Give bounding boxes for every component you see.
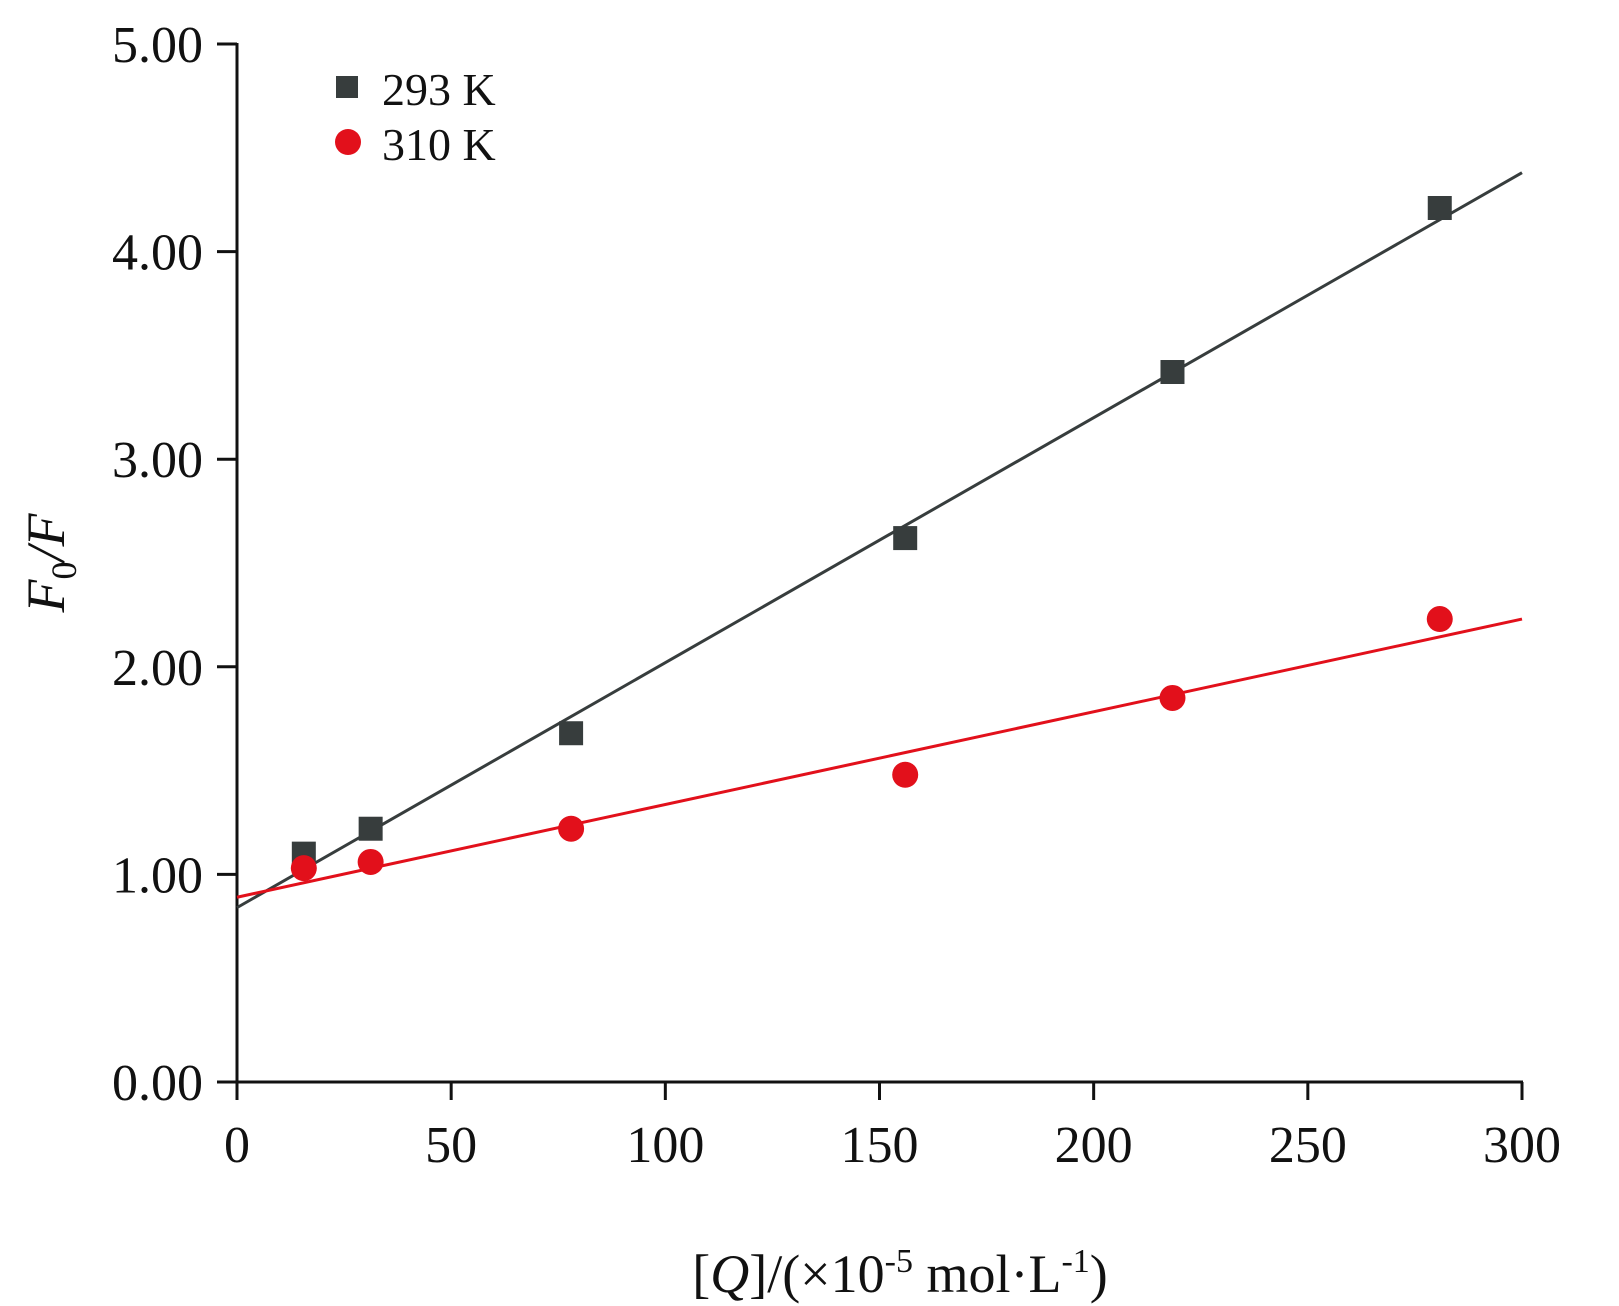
x-tick-label: 0 bbox=[224, 1117, 250, 1174]
fit-line-310k bbox=[236, 617, 1523, 899]
legend-label-293k: 293 K bbox=[382, 64, 496, 115]
point-293k bbox=[358, 816, 383, 841]
y-tick-label: 4.00 bbox=[112, 225, 203, 282]
axes: 0 50 100 150 200 250 300 0.00 1.00 2.00 3.00 4.00 5… bbox=[112, 17, 1561, 1174]
fit-lines bbox=[236, 171, 1523, 909]
point-293k bbox=[893, 526, 918, 551]
x-axis-title-mid2: mol·L bbox=[913, 1244, 1061, 1304]
y-axis-title-var: F bbox=[16, 579, 76, 614]
point-310k bbox=[1426, 606, 1453, 633]
point-310k bbox=[357, 848, 384, 875]
point-310k bbox=[892, 761, 919, 788]
point-310k bbox=[1159, 684, 1186, 711]
data-points bbox=[290, 196, 1453, 882]
y-tick-label: 0.00 bbox=[112, 1055, 203, 1112]
legend-marker-293k bbox=[336, 76, 358, 98]
x-axis-title-open: [ bbox=[692, 1244, 710, 1304]
x-axis-title-mid: ]/(×10 bbox=[749, 1244, 884, 1304]
x-axis-title: [Q]/(×10-5 mol·L-1) bbox=[692, 1243, 1108, 1304]
y-axis-title-rest: /F bbox=[16, 512, 76, 564]
y-tick-label: 1.00 bbox=[112, 847, 203, 904]
point-293k bbox=[1160, 360, 1185, 385]
point-293k bbox=[559, 721, 584, 746]
x-tick-label: 50 bbox=[425, 1117, 477, 1174]
y-axis-title-sub: 0 bbox=[44, 562, 84, 580]
point-310k bbox=[558, 815, 585, 842]
y-tick-label: 5.00 bbox=[112, 17, 203, 74]
y-tick-label: 2.00 bbox=[112, 640, 203, 697]
y-axis-title: F0/F bbox=[16, 512, 84, 613]
legend: 293 K 310 K bbox=[335, 64, 496, 170]
x-tick-label: 150 bbox=[841, 1117, 919, 1174]
x-tick-label: 250 bbox=[1269, 1117, 1347, 1174]
x-ticks: 0 50 100 150 200 250 300 bbox=[224, 1082, 1561, 1174]
point-293k bbox=[1427, 196, 1452, 221]
point-310k bbox=[290, 855, 317, 882]
y-ticks: 0.00 1.00 2.00 3.00 4.00 5.00 bbox=[112, 17, 237, 1112]
x-tick-label: 200 bbox=[1055, 1117, 1133, 1174]
x-tick-label: 100 bbox=[626, 1117, 704, 1174]
legend-label-310k: 310 K bbox=[382, 119, 496, 170]
x-axis-title-exp2: -1 bbox=[1061, 1243, 1089, 1280]
y-tick-label: 3.00 bbox=[112, 432, 203, 489]
x-axis-title-close: ) bbox=[1090, 1244, 1108, 1304]
x-axis-title-exp: -5 bbox=[885, 1243, 913, 1280]
legend-marker-310k bbox=[335, 129, 361, 155]
x-tick-label: 300 bbox=[1483, 1117, 1561, 1174]
x-axis-title-var: Q bbox=[710, 1244, 749, 1304]
fit-line-293k bbox=[236, 171, 1523, 909]
